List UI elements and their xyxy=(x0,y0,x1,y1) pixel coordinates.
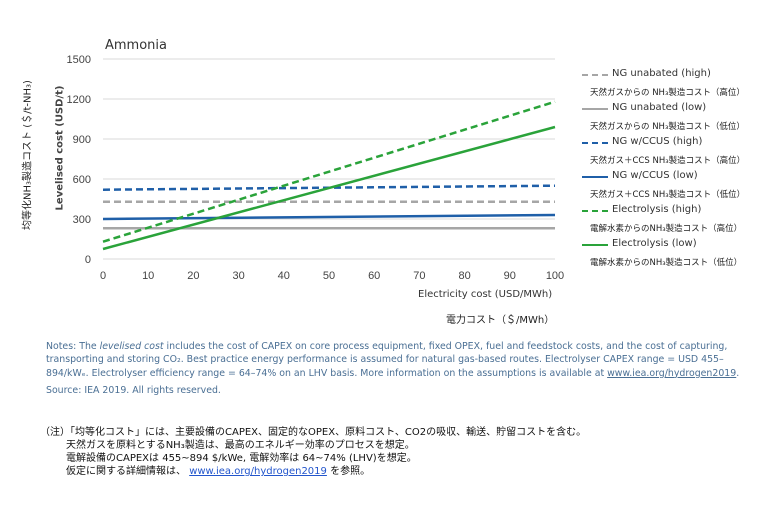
y-tick-label: 0 xyxy=(85,254,91,266)
series-line-electrolysis-low xyxy=(102,125,556,251)
legend-swatch xyxy=(582,108,608,110)
jp-note-text: 仮定に関する詳細情報は、 xyxy=(66,466,190,477)
notes-paragraph: Notes: The levelised cost includes the c… xyxy=(46,340,761,380)
y-tick-labels: 0 300 600 900 1200 1500 xyxy=(67,54,91,266)
legend-item: NG w/CCUS (high) 天然ガス＋CCS NH₃製造コスト（高位） xyxy=(582,136,768,170)
notes-en: Notes: The levelised cost includes the c… xyxy=(46,340,761,397)
x-tick-label: 90 xyxy=(504,270,516,282)
notes-italic-term: levelised cost xyxy=(99,341,164,352)
x-axis-label-ja: 電力コスト（＄/MWh） xyxy=(446,315,555,326)
legend-item: NG unabated (low) 天然ガスからの NH₃製造コスト（低位） xyxy=(582,102,768,136)
x-tick-label: 80 xyxy=(458,270,470,282)
legend-label: NG w/CCUS (low) xyxy=(612,170,698,181)
legend-label-ja: 天然ガス＋CCS NH₃製造コスト（低位） xyxy=(590,190,746,200)
legend-item: NG w/CCUS (low) 天然ガス＋CCS NH₃製造コスト（低位） xyxy=(582,170,768,204)
legend: NG unabated (high) 天然ガスからの NH₃製造コスト（高位） … xyxy=(582,68,768,272)
series-layer xyxy=(102,100,556,251)
x-axis-label: Electricity cost (USD/MWh) xyxy=(418,289,553,300)
y-tick-label: 900 xyxy=(73,134,91,146)
notes-text: Notes: The xyxy=(46,341,100,352)
legend-swatch xyxy=(582,74,608,76)
x-tick-label: 20 xyxy=(187,270,199,282)
series-line-ng-w-ccus-low xyxy=(102,213,556,221)
legend-label-ja: 天然ガスからの NH₃製造コスト（高位） xyxy=(590,88,745,98)
x-tick-label: 70 xyxy=(413,270,425,282)
chart-plot: 0 300 600 900 1200 1500 0 10 20 30 40 50 60 70 80 90 10… xyxy=(67,54,565,282)
notes-text-end: . xyxy=(736,367,740,379)
series-line-electrolysis-high xyxy=(102,100,556,243)
legend-item: Electrolysis (high) 電解水素からのNH₃製造コスト（高位） xyxy=(582,204,768,238)
legend-label: NG unabated (low) xyxy=(612,102,707,113)
jp-note-link[interactable]: www.iea.org/hydrogen2019 xyxy=(189,466,327,477)
notes-link[interactable]: www.iea.org/hydrogen2019 xyxy=(607,367,737,379)
x-tick-label: 40 xyxy=(278,270,290,282)
legend-label: NG unabated (high) xyxy=(612,68,711,79)
x-tick-labels: 0 10 20 30 40 50 60 70 80 90 100 xyxy=(100,270,564,282)
y-tick-label: 1500 xyxy=(67,54,91,66)
y-axis-label: Levelised cost (USD/t) xyxy=(54,85,66,211)
jp-note-line-2: 天然ガスを原料とするNH₃製造は、最高のエネルギー効率のプロセスを想定。 xyxy=(66,440,415,451)
legend-swatch xyxy=(582,210,608,212)
source-line: Source: IEA 2019. All rights reserved. xyxy=(46,384,221,396)
legend-swatch xyxy=(582,176,608,178)
y-axis-label-ja: 均等化NH₃製造コスト (＄/t-NH₃) xyxy=(22,80,34,230)
notes-ja: （注）「均等化コスト」には、主要設備のCAPEX、固定的なOPEX、原料コスト、… xyxy=(40,426,760,478)
legend-swatch xyxy=(582,244,608,246)
legend-label: Electrolysis (high) xyxy=(612,204,702,215)
y-tick-label: 300 xyxy=(73,214,91,226)
x-tick-label: 60 xyxy=(368,270,380,282)
legend-label-ja: 天然ガスからの NH₃製造コスト（低位） xyxy=(590,122,745,132)
jp-note-line-1: （注）「均等化コスト」には、主要設備のCAPEX、固定的なOPEX、原料コスト、… xyxy=(40,427,587,438)
legend-item: NG unabated (high) 天然ガスからの NH₃製造コスト（高位） xyxy=(582,68,768,102)
legend-label-ja: 天然ガス＋CCS NH₃製造コスト（高位） xyxy=(590,156,746,166)
y-tick-label: 600 xyxy=(73,174,91,186)
legend-item: Electrolysis (low) 電解水素からのNH₃製造コスト（低位） xyxy=(582,238,768,272)
legend-swatch xyxy=(582,142,608,144)
jp-note-line-3: 電解設備のCAPEXは 455~894 $/kWe, 電解効率は 64~74% … xyxy=(66,453,417,464)
legend-label: Electrolysis (low) xyxy=(612,238,697,249)
x-tick-label: 0 xyxy=(100,270,106,282)
legend-label: NG w/CCUS (high) xyxy=(612,136,703,147)
jp-note-text-end: を参照。 xyxy=(326,466,371,477)
notes-text-cont: includes the cost of CAPEX on core proce… xyxy=(46,341,728,379)
legend-label-ja: 電解水素からのNH₃製造コスト（低位） xyxy=(590,258,743,268)
chart-title: Ammonia xyxy=(105,38,167,53)
x-tick-label: 30 xyxy=(232,270,244,282)
jp-note-line-4: 仮定に関する詳細情報は、 www.iea.org/hydrogen2019 を参… xyxy=(40,465,760,478)
x-tick-label: 50 xyxy=(323,270,335,282)
y-tick-label: 1200 xyxy=(67,94,91,106)
legend-label-ja: 電解水素からのNH₃製造コスト（高位） xyxy=(590,224,743,234)
x-tick-label: 100 xyxy=(546,270,564,282)
x-tick-label: 10 xyxy=(142,270,154,282)
